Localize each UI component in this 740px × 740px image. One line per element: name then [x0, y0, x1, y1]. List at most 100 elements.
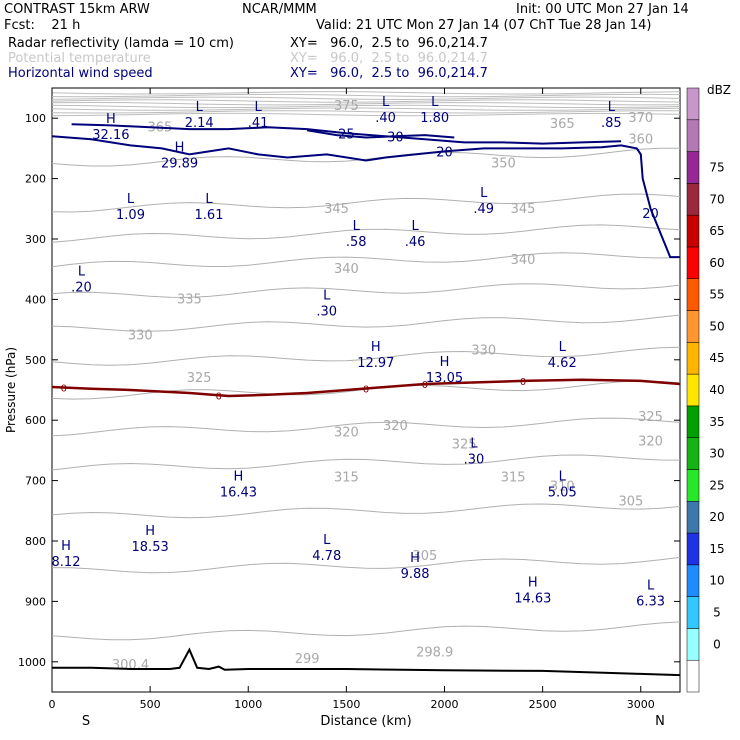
- colorbar-swatch: [686, 183, 700, 216]
- extremum-value: 18.53: [132, 540, 169, 555]
- extremum-marker: L: [480, 186, 488, 201]
- theta-label: 375: [334, 99, 359, 114]
- x-axis-label: Distance (km): [320, 714, 411, 729]
- theta-label: 330: [471, 344, 496, 359]
- colorbar-swatch: [686, 501, 700, 534]
- extremum-marker: H: [145, 524, 155, 539]
- theta-label: 350: [491, 157, 516, 172]
- field-reflectivity-name: Radar reflectivity (lamda = 10 cm): [8, 36, 234, 51]
- theta-contour: [51, 556, 681, 574]
- colorbar-swatch: [686, 214, 700, 248]
- extremum-marker: L: [647, 578, 655, 593]
- theta-contour: [51, 224, 681, 243]
- x-tick-label: 2500: [529, 698, 557, 711]
- colorbar-level: 55: [709, 288, 724, 302]
- init-time: Init: 00 UTC Mon 27 Jan 14: [516, 2, 689, 17]
- colorbar-level: 70: [709, 192, 724, 206]
- extremum-marker: H: [106, 112, 116, 127]
- terrain-line: [52, 647, 681, 677]
- extremum-marker: H: [528, 575, 538, 590]
- theta-label: 325: [452, 437, 477, 452]
- theta-label: 345: [511, 202, 536, 217]
- extremum-value: 1.09: [116, 208, 145, 223]
- theta-contour: [51, 107, 681, 111]
- field-theta-name: Potential temperature: [8, 51, 151, 66]
- colorbar-level: 35: [709, 415, 724, 429]
- wind-contour-25: [71, 123, 622, 145]
- theta-label: 370: [628, 111, 653, 126]
- extremum-marker: L: [205, 192, 213, 207]
- field-reflectivity-xy: XY= 96.0, 2.5 to 96.0,214.7: [290, 36, 488, 51]
- reflectivity-zero-label: 0: [61, 384, 67, 395]
- valid-time: Valid: 21 UTC Mon 27 Jan 14 (07 ChT Tue …: [316, 18, 652, 33]
- extremum-value: .58: [346, 235, 367, 250]
- extremum-value: 14.63: [514, 591, 551, 606]
- wind-contour-30: [306, 129, 455, 139]
- extremum-value: 12.97: [357, 356, 394, 371]
- extremum-value: .30: [464, 452, 485, 467]
- extremum-marker: L: [353, 219, 361, 234]
- extremum-value: 13.05: [426, 371, 463, 386]
- colorbar-level: 5: [713, 606, 721, 620]
- extremum-marker: H: [371, 340, 381, 355]
- reflectivity-zero-label: 0: [422, 380, 428, 391]
- y-tick-label: 1000: [18, 656, 46, 669]
- theta-label: 300.4: [112, 658, 149, 673]
- wind-contour-label: 30: [387, 130, 404, 145]
- extremum-value: 29.89: [161, 156, 198, 171]
- x-tick-label: 3000: [627, 698, 655, 711]
- colorbar-level: 10: [709, 574, 724, 588]
- x-tick-label: 1000: [234, 698, 262, 711]
- theta-contour: [51, 104, 681, 109]
- theta-label: 335: [177, 292, 202, 307]
- theta-label: 315: [501, 471, 526, 486]
- field-theta-xy: XY= 96.0, 2.5 to 96.0,214.7: [290, 51, 488, 66]
- theta-label: 320: [383, 419, 408, 434]
- extremum-marker: L: [470, 436, 478, 451]
- theta-contour: [51, 99, 681, 103]
- colorbar-swatch: [686, 87, 700, 121]
- x-tick-label: 1500: [332, 698, 360, 711]
- extremum-value: .46: [405, 235, 426, 250]
- field-wind-name: Horizontal wind speed: [8, 66, 153, 81]
- extremum-marker: L: [559, 340, 567, 355]
- colorbar-swatch: [686, 119, 700, 152]
- extremum-value: 2.14: [185, 116, 214, 131]
- field-wind-xy: XY= 96.0, 2.5 to 96.0,214.7: [290, 66, 488, 81]
- colorbar-level: 60: [709, 256, 724, 270]
- extremum-marker: H: [175, 140, 185, 155]
- extremum-marker: L: [323, 533, 331, 548]
- x-tick-label: 2000: [431, 698, 459, 711]
- y-tick-label: 700: [25, 475, 46, 488]
- theta-label: 345: [324, 202, 349, 217]
- extremum-value: 1.80: [420, 111, 449, 126]
- y-tick-label: 500: [25, 354, 46, 367]
- plot-frame: [51, 87, 681, 693]
- colorbar-swatch: [686, 628, 700, 661]
- colorbar-swatch: [686, 278, 700, 311]
- y-tick-label: 800: [25, 535, 46, 548]
- extremum-marker: H: [234, 470, 244, 485]
- extremum-marker: H: [61, 539, 71, 554]
- extremum-value: 9.88: [401, 567, 430, 582]
- extremum-marker: L: [78, 264, 86, 279]
- theta-label: 315: [334, 471, 359, 486]
- y-axis-label: Pressure (hPa): [4, 347, 18, 433]
- extremum-value: 16.43: [220, 486, 257, 501]
- model-title: CONTRAST 15km ARW: [4, 2, 150, 17]
- extremum-value: .40: [375, 111, 396, 126]
- reflectivity-zero-label: 0: [520, 377, 526, 388]
- wind-contour-label: 20: [436, 145, 453, 160]
- south-label: S: [82, 714, 90, 729]
- extremum-marker: L: [382, 95, 390, 110]
- extremum-marker: H: [440, 355, 450, 370]
- theta-label: 340: [334, 262, 359, 277]
- theta-label: 305: [412, 549, 437, 564]
- theta-contour: [51, 252, 681, 268]
- theta-contour: [51, 503, 681, 519]
- extremum-value: .20: [71, 280, 92, 295]
- extremum-value: .49: [473, 202, 494, 217]
- colorbar-swatch: [686, 405, 700, 438]
- extremum-value: .85: [601, 116, 622, 131]
